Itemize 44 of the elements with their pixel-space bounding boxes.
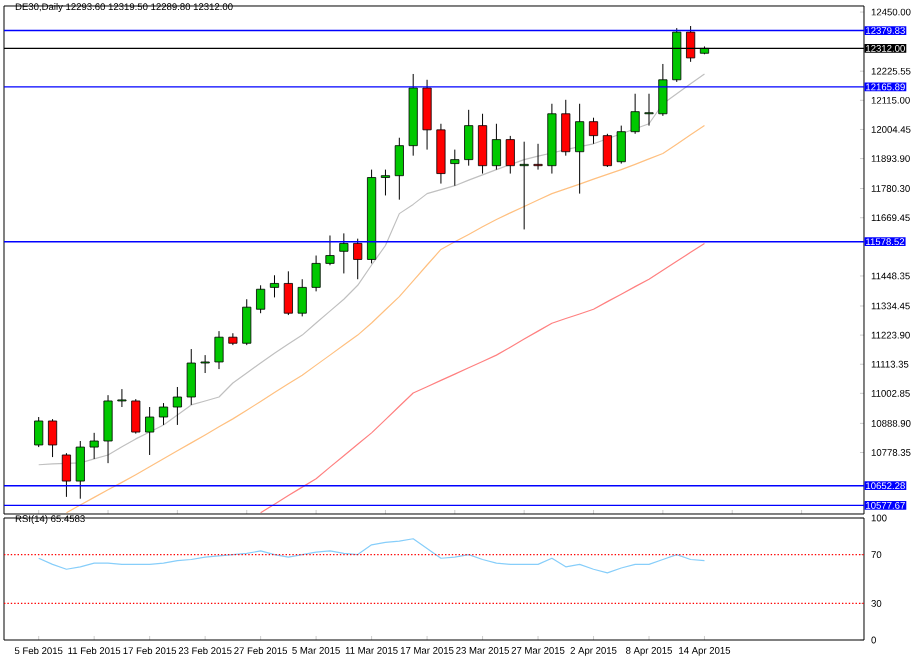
candlestick [505,135,515,175]
candlestick [47,418,58,458]
candlestick [602,133,612,168]
candlestick [61,452,71,498]
candlestick [172,386,182,426]
candlestick [145,406,155,456]
candlestick [658,63,668,117]
candlestick [269,274,280,298]
line-series [260,242,706,514]
candlestick [158,402,169,426]
candlestick [200,354,210,374]
candlestick [89,432,99,460]
candlestick [214,330,224,370]
candlestick [325,234,335,266]
candlestick [380,169,391,196]
candlestick [75,440,85,500]
candlestick [34,416,44,448]
candlestick [242,298,252,346]
candlestick [436,123,446,185]
candlestick [103,394,113,464]
candlestick [477,113,488,175]
candlestick [186,348,196,406]
candlestick [491,123,501,171]
candlestick [422,79,432,151]
candlestick [519,141,529,230]
line-series [65,125,706,514]
candlestick [588,117,599,145]
candlestick [283,270,293,316]
candlestick [533,143,543,171]
candlestick [311,255,321,292]
candlestick [630,93,640,135]
candlestick [561,99,571,157]
candlestick [644,93,654,127]
candlestick [575,103,585,195]
candlestick [353,238,363,280]
candlestick [339,232,349,274]
candlestick [131,398,141,435]
candlestick [297,278,307,317]
candlestick [256,284,266,314]
candlestick [464,109,474,167]
candlestick [117,388,127,408]
candlestick [616,125,626,165]
candlestick [394,137,404,201]
candlestick [450,149,460,187]
